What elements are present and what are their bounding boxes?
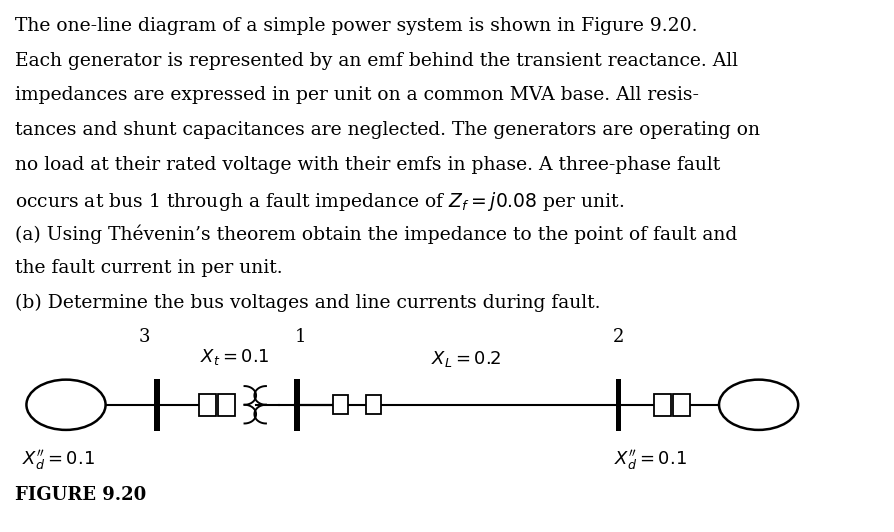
Text: no load at their rated voltage with their emfs in phase. A three-phase fault: no load at their rated voltage with thei…	[15, 155, 721, 173]
Text: $X_d^{\prime\prime} = 0.1$: $X_d^{\prime\prime} = 0.1$	[614, 450, 687, 473]
Bar	[218, 394, 234, 416]
Text: FIGURE 9.20: FIGURE 9.20	[15, 486, 146, 504]
Text: (a) Using Thévenin’s theorem obtain the impedance to the point of fault and: (a) Using Thévenin’s theorem obtain the …	[15, 225, 738, 244]
Bar	[333, 395, 348, 414]
Bar	[654, 394, 670, 416]
Text: (b) Determine the bus voltages and line currents during fault.: (b) Determine the bus voltages and line …	[15, 294, 601, 312]
Text: tances and shunt capacitances are neglected. The generators are operating on: tances and shunt capacitances are neglec…	[15, 121, 760, 139]
Text: 1: 1	[295, 328, 307, 346]
Text: 2: 2	[612, 328, 624, 346]
Text: The one-line diagram of a simple power system is shown in Figure 9.20.: The one-line diagram of a simple power s…	[15, 17, 697, 35]
Text: $X_L = 0.2$: $X_L = 0.2$	[431, 349, 502, 369]
Text: $X_t = 0.1$: $X_t = 0.1$	[200, 347, 270, 367]
Bar	[154, 379, 160, 431]
Bar	[199, 394, 215, 416]
Text: $X_d^{\prime\prime} = 0.1$: $X_d^{\prime\prime} = 0.1$	[22, 450, 95, 473]
Bar	[616, 379, 621, 431]
Text: 3: 3	[139, 328, 150, 346]
Text: occurs at bus 1 through a fault impedance of $Z_f = j0.08$ per unit.: occurs at bus 1 through a fault impedanc…	[15, 190, 625, 213]
Bar	[367, 395, 381, 414]
Bar	[294, 379, 299, 431]
Text: the fault current in per unit.: the fault current in per unit.	[15, 259, 283, 277]
Text: impedances are expressed in per unit on a common MVA base. All resis-: impedances are expressed in per unit on …	[15, 86, 699, 104]
Bar	[673, 394, 690, 416]
Text: Each generator is represented by an emf behind the transient reactance. All: Each generator is represented by an emf …	[15, 52, 738, 70]
